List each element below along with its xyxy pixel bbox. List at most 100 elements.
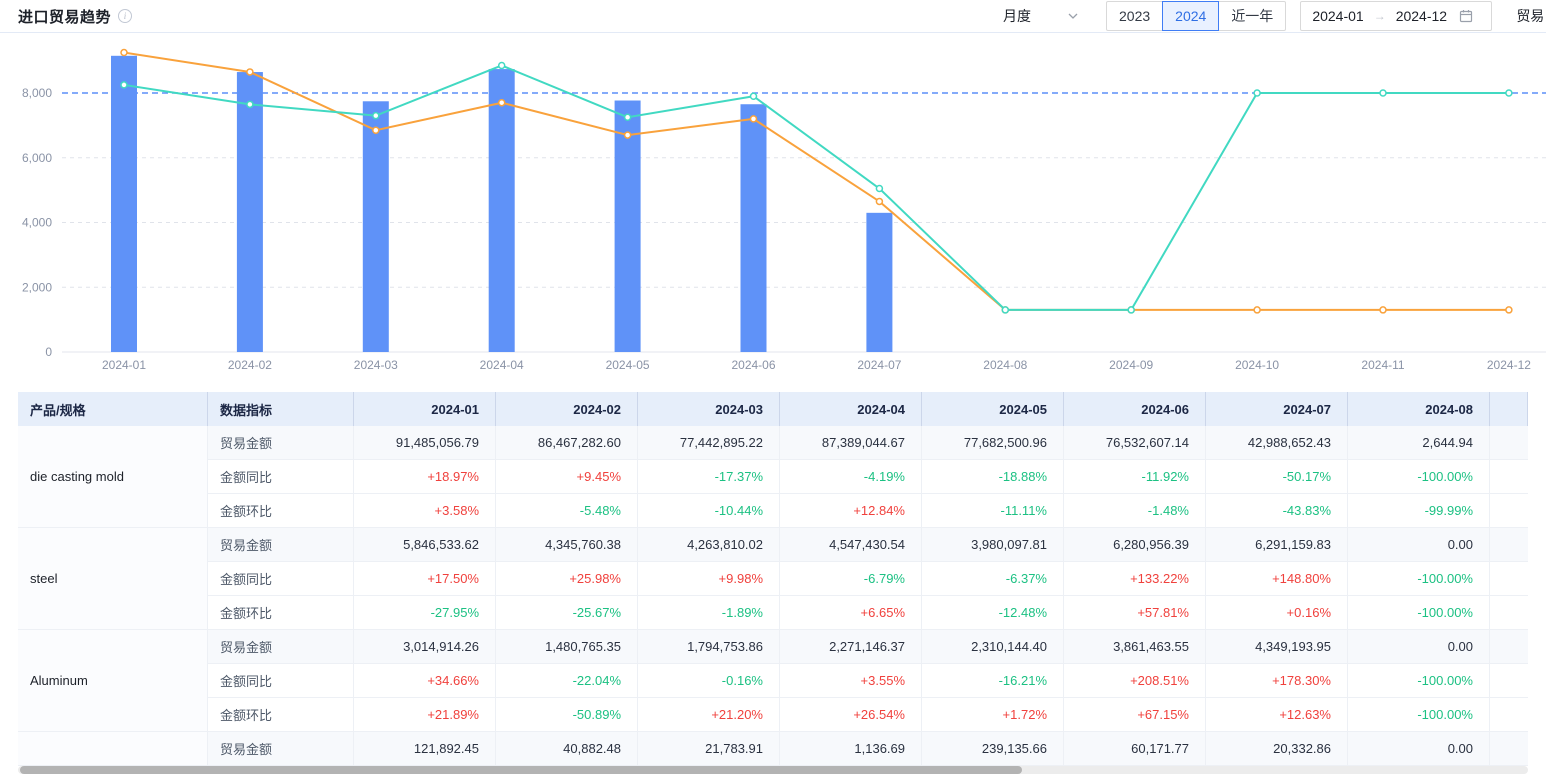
line_orange-point-2024-02[interactable] <box>246 68 254 76</box>
trend-chart[interactable]: 0 2,000 4,000 6,000 8,000 2024-01 2024-02 2024-… <box>0 33 1546 385</box>
year-button-2023[interactable]: 2023 <box>1106 1 1164 31</box>
value-cell: 86,467,282.60 <box>496 426 638 460</box>
value-cell: -17.37% <box>638 460 780 494</box>
value-cell: +21.20% <box>638 698 780 732</box>
product-cell <box>18 732 208 766</box>
value-cell: 60,171.77 <box>1064 732 1206 766</box>
indicator-cell: 金额环比 <box>208 596 354 630</box>
line_teal-point-2024-02[interactable] <box>246 100 254 109</box>
value-cell: -100.00% <box>1348 460 1490 494</box>
line_orange-point-2024-03[interactable] <box>372 126 380 134</box>
value-cell: +208.51% <box>1064 664 1206 698</box>
bar-2024-03[interactable] <box>362 101 389 353</box>
line_teal-point-2024-08[interactable] <box>1001 306 1010 314</box>
line_orange-point-2024-06[interactable] <box>749 115 758 123</box>
value-cell: +34.66% <box>354 664 496 698</box>
table-header-cell: 2024-02 <box>496 392 638 428</box>
value-cell: -25.67% <box>496 596 638 630</box>
value-cell: +133.22% <box>1064 562 1206 596</box>
value-cell: 2,310,144.40 <box>922 630 1064 664</box>
value-cell: 4,345,760.38 <box>496 528 638 562</box>
value-cell: -100.00% <box>1348 664 1490 698</box>
value-cell: -10.44% <box>638 494 780 528</box>
date-range-end: 2024-12 <box>1395 8 1448 24</box>
scrollbar-thumb[interactable] <box>20 766 1022 774</box>
line_teal-point-2024-10[interactable] <box>1253 89 1261 97</box>
value-cell: 21,783.91 <box>638 732 780 766</box>
bar-2024-06[interactable] <box>740 104 767 352</box>
info-icon[interactable]: i <box>118 9 133 23</box>
bar-2024-05[interactable] <box>614 100 641 352</box>
row-filler-cell <box>1490 664 1528 698</box>
row-filler-cell <box>1490 630 1528 664</box>
line_orange-point-2024-11[interactable] <box>1379 306 1387 314</box>
table-header-cell: 2024-05 <box>922 392 1064 428</box>
period-select[interactable]: 月度 <box>995 1 1087 31</box>
value-cell: +148.80% <box>1206 562 1348 596</box>
line_teal-point-2024-05[interactable] <box>623 113 632 122</box>
year-filter-group: 2023 2024 近一年 <box>1106 1 1287 31</box>
line_teal-point-2024-06[interactable] <box>749 92 758 100</box>
recent-year-button[interactable]: 近一年 <box>1218 1 1287 31</box>
bar-2024-01[interactable] <box>111 55 137 353</box>
table-header-filler <box>1490 392 1528 428</box>
line_orange-point-2024-01[interactable] <box>120 48 128 57</box>
x-axis-tick: 2024-10 <box>1235 358 1279 372</box>
value-cell: +57.81% <box>1064 596 1206 630</box>
line_teal-point-2024-01[interactable] <box>120 81 128 89</box>
value-cell: 87,389,044.67 <box>780 426 922 460</box>
value-cell: 77,442,895.22 <box>638 426 780 460</box>
date-range-picker[interactable]: 2024-01 → 2024-12 <box>1300 1 1493 31</box>
value-cell: +3.58% <box>354 494 496 528</box>
line_orange-point-2024-04[interactable] <box>497 98 506 107</box>
value-cell: -12.48% <box>922 596 1064 630</box>
value-cell: -16.21% <box>922 664 1064 698</box>
x-axis-tick: 2024-05 <box>606 358 650 372</box>
value-cell: +21.89% <box>354 698 496 732</box>
x-axis-tick: 2024-12 <box>1487 358 1531 372</box>
line_teal-point-2024-03[interactable] <box>372 111 380 120</box>
bar-2024-02[interactable] <box>236 72 263 352</box>
line_teal-point-2024-09[interactable] <box>1127 306 1135 314</box>
y-axis-tick: 6,000 <box>22 151 52 165</box>
bar-2024-07[interactable] <box>866 212 893 352</box>
arrow-right-icon: → <box>1373 9 1386 23</box>
horizontal-scrollbar[interactable] <box>18 766 1528 774</box>
value-cell: 40,882.48 <box>496 732 638 766</box>
value-cell: +9.45% <box>496 460 638 494</box>
row-filler-cell <box>1490 562 1528 596</box>
year-button-2024[interactable]: 2024 <box>1162 1 1220 31</box>
bar-2024-04[interactable] <box>488 69 515 352</box>
line_orange-line[interactable] <box>123 51 1509 311</box>
value-cell: 42,988,652.43 <box>1206 426 1348 460</box>
value-cell: -27.95% <box>354 596 496 630</box>
value-cell: +0.16% <box>1206 596 1348 630</box>
value-cell: 77,682,500.96 <box>922 426 1064 460</box>
row-filler-cell <box>1490 494 1528 528</box>
line_orange-point-2024-07[interactable] <box>875 197 884 206</box>
line_teal-line[interactable] <box>123 64 1509 311</box>
trade-type-control-truncated[interactable]: 贸易 <box>1516 8 1545 24</box>
value-cell: +9.98% <box>638 562 780 596</box>
line_teal-point-2024-11[interactable] <box>1379 89 1387 97</box>
y-axis-tick: 2,000 <box>22 280 52 294</box>
line_teal-point-2024-07[interactable] <box>875 184 884 193</box>
period-select-value: 月度 <box>1003 8 1031 24</box>
value-cell: 239,135.66 <box>922 732 1064 766</box>
x-axis-tick: 2024-09 <box>1109 358 1153 372</box>
value-cell: 6,280,956.39 <box>1064 528 1206 562</box>
line_orange-point-2024-05[interactable] <box>623 131 632 139</box>
page-title: 进口贸易趋势 <box>18 8 112 26</box>
indicator-cell: 贸易金额 <box>208 528 354 562</box>
value-cell: -6.79% <box>780 562 922 596</box>
line_orange-point-2024-12[interactable] <box>1505 306 1513 314</box>
line_orange-point-2024-10[interactable] <box>1253 306 1261 314</box>
value-cell: -99.99% <box>1348 494 1490 528</box>
line_teal-point-2024-04[interactable] <box>497 61 506 70</box>
x-axis-tick: 2024-08 <box>983 358 1027 372</box>
value-cell: 121,892.45 <box>354 732 496 766</box>
line_teal-point-2024-12[interactable] <box>1505 89 1513 97</box>
value-cell: +6.65% <box>780 596 922 630</box>
value-cell: -50.17% <box>1206 460 1348 494</box>
value-cell: -5.48% <box>496 494 638 528</box>
